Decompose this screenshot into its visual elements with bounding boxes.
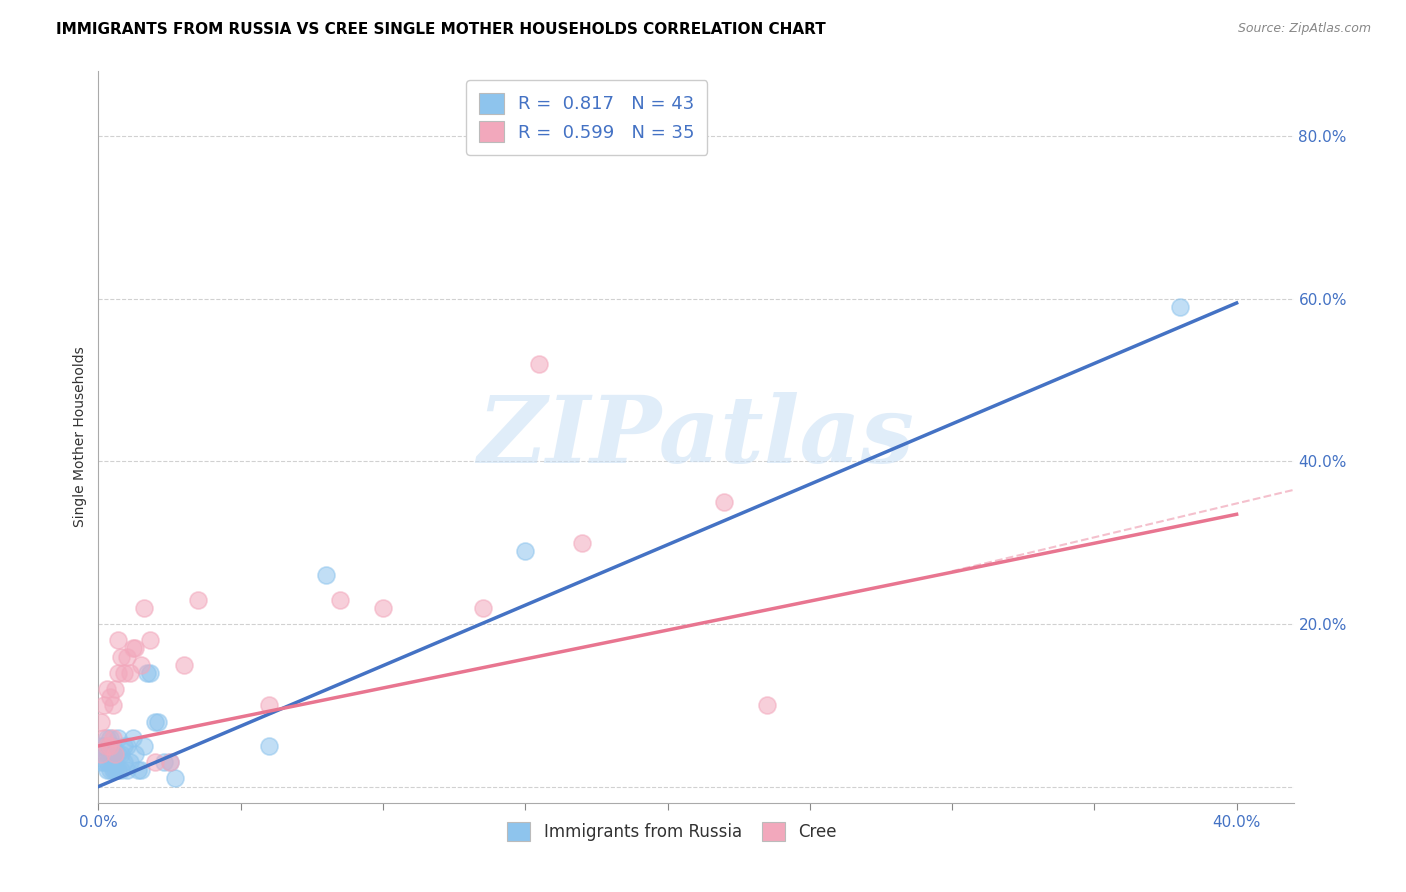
Point [127, 764, 149, 778]
Point [101, 731, 124, 745]
Point [153, 755, 176, 769]
Point [107, 665, 129, 680]
Point [118, 665, 141, 680]
Point [98, 731, 121, 745]
Point [96, 731, 118, 745]
Point [571, 535, 593, 549]
Point [93, 698, 115, 713]
Point [101, 764, 124, 778]
Point [98, 764, 121, 778]
Point [96, 755, 118, 769]
Point [107, 731, 129, 745]
Point [104, 681, 127, 696]
Point [104, 747, 127, 761]
Point [515, 544, 537, 558]
Point [112, 755, 135, 769]
Text: ZIPatlas: ZIPatlas [478, 392, 914, 482]
Text: Source: ZipAtlas.com: Source: ZipAtlas.com [1237, 22, 1371, 36]
Point [98, 747, 121, 761]
Point [90, 755, 112, 769]
Point [104, 764, 127, 778]
Point [138, 633, 160, 648]
Point [96, 739, 118, 753]
Point [371, 600, 394, 615]
Point [90, 747, 112, 761]
Point [121, 731, 143, 745]
Point [115, 764, 138, 778]
Point [143, 755, 166, 769]
Point [138, 665, 160, 680]
Point [173, 657, 195, 672]
Point [135, 665, 157, 680]
Point [104, 747, 127, 761]
Legend: Immigrants from Russia, Cree: Immigrants from Russia, Cree [499, 814, 845, 849]
Point [148, 714, 170, 729]
Point [93, 755, 115, 769]
Point [165, 772, 187, 786]
Point [101, 755, 124, 769]
Point [143, 714, 166, 729]
Point [93, 731, 115, 745]
Point [129, 764, 152, 778]
Point [257, 739, 280, 753]
Point [529, 357, 551, 371]
Point [315, 568, 337, 582]
Point [98, 739, 121, 753]
Y-axis label: Single Mother Households: Single Mother Households [73, 347, 87, 527]
Text: IMMIGRANTS FROM RUSSIA VS CREE SINGLE MOTHER HOUSEHOLDS CORRELATION CHART: IMMIGRANTS FROM RUSSIA VS CREE SINGLE MO… [56, 22, 825, 37]
Point [132, 600, 155, 615]
Point [112, 665, 135, 680]
Point [159, 755, 181, 769]
Point [159, 755, 181, 769]
Point [112, 739, 135, 753]
Point [98, 690, 121, 705]
Point [93, 739, 115, 753]
Point [115, 649, 138, 664]
Point [756, 698, 779, 713]
Point [101, 739, 124, 753]
Point [713, 495, 735, 509]
Point [129, 657, 152, 672]
Point [110, 747, 132, 761]
Point [471, 600, 494, 615]
Point [115, 739, 138, 753]
Point [110, 764, 132, 778]
Point [107, 633, 129, 648]
Point [110, 649, 132, 664]
Point [118, 755, 141, 769]
Point [187, 592, 209, 607]
Point [121, 641, 143, 656]
Point [101, 747, 124, 761]
Point [1168, 300, 1191, 314]
Point [124, 747, 146, 761]
Point [90, 714, 112, 729]
Point [101, 698, 124, 713]
Point [124, 641, 146, 656]
Point [107, 764, 129, 778]
Point [96, 747, 118, 761]
Point [329, 592, 352, 607]
Point [96, 681, 118, 696]
Point [257, 698, 280, 713]
Point [132, 739, 155, 753]
Point [90, 739, 112, 753]
Point [96, 764, 118, 778]
Point [107, 747, 129, 761]
